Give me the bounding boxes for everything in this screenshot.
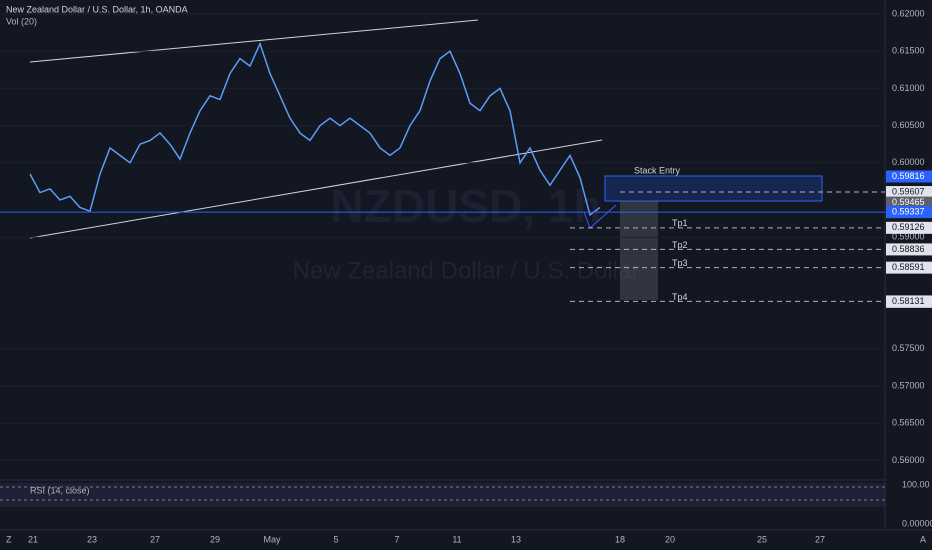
price-label-bg (886, 186, 932, 199)
target-label: Tp1 (672, 218, 688, 228)
watermark-symbol: NZDUSD, 1h (331, 180, 602, 232)
target-box (620, 201, 658, 300)
x-tick-label: 25 (757, 534, 767, 544)
price-label: 0.59126 (892, 222, 925, 232)
price-label: 0.59816 (892, 171, 925, 181)
price-line (29, 41, 601, 217)
price-label-bg (886, 196, 932, 209)
y-tick-label: 0.61000 (892, 83, 925, 93)
x-tick-label: 13 (511, 534, 521, 544)
footer-right: A (920, 534, 926, 544)
x-tick-label: 20 (665, 534, 675, 544)
price-label: 0.59465 (892, 197, 925, 207)
watermark-name: New Zealand Dollar / U.S. Dollar (293, 257, 640, 284)
price-label: 0.58591 (892, 262, 925, 272)
y-tick-label: 0.61500 (892, 46, 925, 56)
price-label: 0.58131 (892, 296, 925, 306)
trendline (29, 139, 603, 239)
entry-box (604, 175, 823, 202)
y-tick-label: 0.60000 (892, 157, 925, 167)
x-tick-label: 27 (150, 534, 160, 544)
x-tick-label: 18 (615, 534, 625, 544)
y-tick-label: 0.57000 (892, 380, 925, 390)
trendline (29, 19, 479, 63)
price-label-bg (886, 170, 932, 183)
x-tick-label: 29 (210, 534, 220, 544)
x-tick-label: 7 (394, 534, 399, 544)
y-tick-label: 0.59000 (892, 232, 925, 242)
indicator-label: Vol (20) (6, 16, 37, 26)
price-label-bg (886, 261, 932, 274)
price-label-bg (886, 206, 932, 219)
y-tick-label: 0.62000 (892, 8, 925, 18)
entry-label: Stack Entry (634, 165, 681, 175)
price-label: 0.59337 (892, 207, 925, 217)
y-tick-label: 0.60500 (892, 120, 925, 130)
y-tick-label: 0.56000 (892, 455, 925, 465)
footer-left: Z (6, 534, 12, 544)
price-label: 0.59607 (892, 186, 925, 196)
x-tick-label: May (263, 534, 281, 544)
price-label-bg (886, 295, 932, 308)
target-label: Tp3 (672, 258, 688, 268)
target-label: Tp4 (672, 292, 688, 302)
price-label-bg (886, 221, 932, 234)
target-label: Tp2 (672, 240, 688, 250)
x-tick-label: 5 (333, 534, 338, 544)
rsi-tick-label: 100.00 (902, 479, 930, 489)
chart-title: New Zealand Dollar / U.S. Dollar, 1h, OA… (6, 4, 188, 14)
rsi-pane (0, 483, 885, 507)
x-tick-label: 23 (87, 534, 97, 544)
y-tick-label: 0.56500 (892, 418, 925, 428)
rsi-tick-label: 0.00000 (902, 518, 932, 528)
price-label-bg (886, 243, 932, 256)
x-tick-label: 21 (28, 534, 38, 544)
x-tick-label: 11 (452, 534, 461, 544)
x-tick-label: 27 (815, 534, 825, 544)
rsi-title: RSI (14, close) (30, 485, 90, 495)
price-label: 0.58836 (892, 244, 925, 254)
y-tick-label: 0.57500 (892, 343, 925, 353)
